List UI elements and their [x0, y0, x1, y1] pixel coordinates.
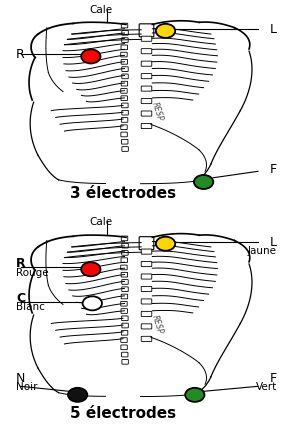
FancyBboxPatch shape	[139, 237, 154, 250]
FancyBboxPatch shape	[122, 251, 128, 255]
Text: Blanc: Blanc	[16, 302, 45, 312]
FancyBboxPatch shape	[141, 336, 152, 341]
FancyBboxPatch shape	[122, 323, 128, 328]
FancyBboxPatch shape	[141, 324, 152, 329]
FancyBboxPatch shape	[141, 299, 152, 304]
Text: R: R	[16, 258, 26, 270]
FancyBboxPatch shape	[121, 59, 127, 64]
Text: 5 électrodes: 5 électrodes	[70, 406, 176, 421]
FancyBboxPatch shape	[141, 36, 152, 41]
FancyBboxPatch shape	[121, 118, 128, 122]
FancyBboxPatch shape	[141, 286, 152, 292]
FancyBboxPatch shape	[141, 61, 152, 66]
Text: R: R	[16, 48, 25, 61]
FancyBboxPatch shape	[121, 345, 127, 350]
FancyBboxPatch shape	[121, 132, 127, 137]
FancyBboxPatch shape	[141, 74, 152, 79]
FancyBboxPatch shape	[122, 74, 128, 79]
FancyBboxPatch shape	[122, 352, 128, 357]
FancyBboxPatch shape	[121, 258, 127, 263]
Circle shape	[81, 49, 100, 64]
FancyBboxPatch shape	[141, 123, 152, 129]
Text: RESP: RESP	[149, 101, 164, 123]
FancyBboxPatch shape	[122, 31, 128, 35]
Circle shape	[156, 24, 175, 38]
FancyBboxPatch shape	[139, 24, 154, 37]
Text: N: N	[16, 372, 25, 385]
FancyBboxPatch shape	[121, 272, 127, 277]
FancyBboxPatch shape	[121, 23, 128, 28]
FancyBboxPatch shape	[122, 147, 128, 151]
FancyBboxPatch shape	[122, 280, 128, 284]
FancyBboxPatch shape	[122, 287, 128, 292]
FancyBboxPatch shape	[121, 89, 127, 93]
FancyBboxPatch shape	[141, 49, 152, 54]
Text: L: L	[270, 23, 277, 36]
FancyBboxPatch shape	[121, 301, 127, 306]
Text: Noir: Noir	[16, 382, 38, 393]
FancyBboxPatch shape	[121, 338, 127, 342]
FancyBboxPatch shape	[141, 111, 152, 116]
Text: F: F	[270, 372, 277, 385]
Text: Vert: Vert	[255, 382, 277, 393]
FancyBboxPatch shape	[141, 261, 152, 267]
Text: Rouge: Rouge	[16, 268, 49, 278]
FancyBboxPatch shape	[122, 139, 128, 144]
FancyBboxPatch shape	[122, 38, 128, 43]
FancyBboxPatch shape	[121, 236, 128, 241]
FancyBboxPatch shape	[121, 45, 127, 50]
Text: Jaune: Jaune	[248, 246, 277, 256]
FancyBboxPatch shape	[122, 359, 128, 364]
Circle shape	[185, 388, 205, 402]
Text: F: F	[270, 163, 277, 176]
FancyBboxPatch shape	[141, 311, 152, 316]
FancyBboxPatch shape	[141, 98, 152, 104]
FancyBboxPatch shape	[122, 243, 128, 248]
FancyBboxPatch shape	[121, 265, 127, 270]
Text: Cale: Cale	[89, 5, 113, 15]
FancyBboxPatch shape	[122, 67, 128, 71]
FancyBboxPatch shape	[121, 96, 127, 101]
Circle shape	[68, 388, 87, 402]
FancyBboxPatch shape	[121, 294, 128, 299]
Circle shape	[81, 262, 100, 276]
FancyBboxPatch shape	[121, 331, 128, 335]
Text: 3 électrodes: 3 électrodes	[70, 186, 176, 201]
FancyBboxPatch shape	[122, 103, 128, 108]
Text: C: C	[16, 292, 25, 305]
FancyBboxPatch shape	[121, 52, 127, 57]
Text: Cale: Cale	[89, 218, 113, 227]
FancyBboxPatch shape	[141, 86, 152, 91]
FancyBboxPatch shape	[121, 81, 128, 86]
FancyBboxPatch shape	[141, 249, 152, 254]
FancyBboxPatch shape	[121, 309, 127, 313]
FancyBboxPatch shape	[141, 274, 152, 279]
Circle shape	[156, 237, 175, 251]
Text: RESP: RESP	[149, 314, 164, 335]
FancyBboxPatch shape	[122, 111, 128, 115]
FancyBboxPatch shape	[121, 125, 127, 129]
FancyBboxPatch shape	[122, 316, 128, 321]
Circle shape	[83, 296, 102, 310]
Text: L: L	[270, 236, 277, 249]
Circle shape	[194, 175, 213, 189]
